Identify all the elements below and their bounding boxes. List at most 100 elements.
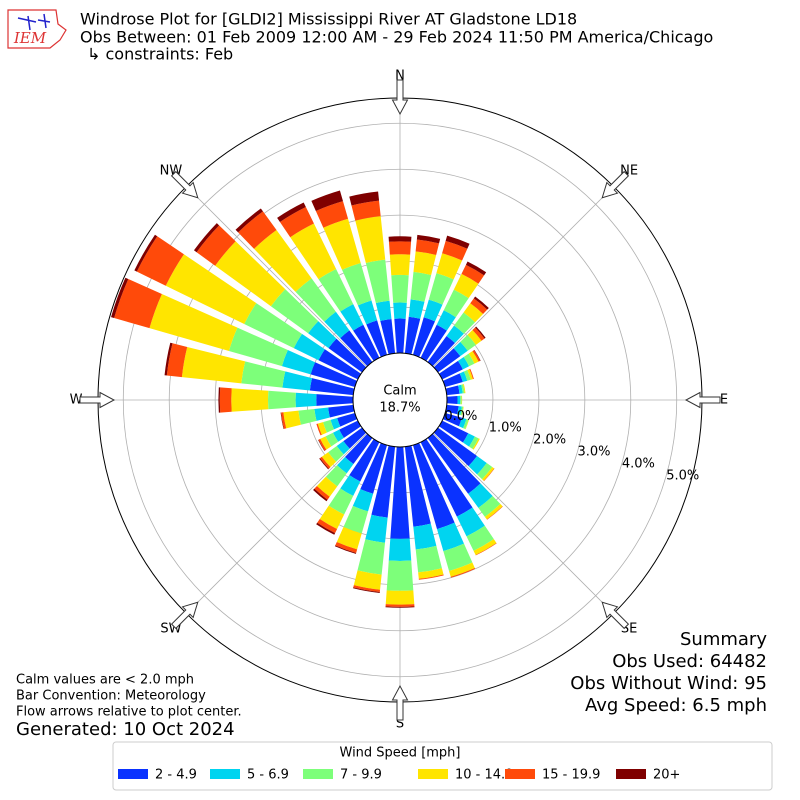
bar-segment [388,241,412,255]
bar-segment [415,239,440,255]
bar-segment [443,543,473,572]
bar-segment [316,394,354,406]
bar-segment [328,338,367,373]
bar-segment [458,384,463,394]
grid-spoke [432,432,614,614]
bar-segment [412,317,436,358]
bar-segment [316,476,338,497]
bar-segment [442,412,462,427]
bar-segment [136,236,184,286]
bar-segment [457,406,462,416]
bar-segment [472,438,480,450]
bar-segment [462,433,475,447]
bar-segment [319,456,331,469]
bar-segment [404,445,431,527]
bar-segment [475,542,497,556]
r-tick-label: 1.0% [489,421,522,436]
bar-segment [412,442,455,530]
legend-label: 20+ [653,768,680,783]
bar-segment [410,271,432,302]
bar-segment [460,334,476,351]
bar-segment [241,361,286,388]
r-tick-label: 5.0% [666,468,699,483]
bar-segment [295,278,336,322]
bar-segment [219,387,232,413]
bar-segment [357,539,386,575]
bar-segment [317,422,327,435]
logo: IEM [7,9,67,49]
bar-segment [318,439,325,451]
bar-segment [335,541,358,553]
bar-segment [486,506,503,520]
bar-segment [408,299,425,319]
bar-segment [324,311,350,339]
bar-segment [389,254,411,276]
bar-segment [332,429,344,442]
bar-segment [337,456,354,474]
flow-arrow [601,170,630,199]
bar-segment [353,570,382,590]
bar-segment [463,419,469,430]
bar-segment [353,324,380,362]
bar-segment [463,303,484,323]
bar-segment [427,335,455,367]
bar-segment [283,410,301,429]
bar-segment [460,406,464,416]
bar-segment [423,299,443,322]
compass-label: N [395,69,405,84]
bar-segment [353,585,381,593]
bar-segment [472,327,485,341]
legend: Wind Speed [mph] 2 - 4.9 5 - 6.9 7 - 9.9 10… [112,741,773,791]
bar-segment [454,312,476,334]
bar-segment [413,523,437,550]
bar-segment [254,230,312,292]
bar-segment [416,234,441,244]
bar-segment [316,522,336,535]
bar-segment [314,407,330,421]
bar-segment [353,587,380,593]
flow-arrow [601,601,630,630]
bar-segment [365,514,388,543]
bar-segment [244,303,302,349]
calm-circle [352,352,448,448]
chart-subtitle: ↳ constraints: Feb [87,45,233,64]
bar-segment [385,590,415,605]
bar-segment [235,208,263,233]
bar-segment [336,526,362,550]
bar-segment [340,475,361,496]
bar-segment [393,302,407,319]
bar-segment [313,488,328,502]
bar-segment [446,395,458,405]
bar-segment [281,412,287,429]
bar-segment [321,452,337,468]
legend-box [112,741,773,791]
bar-segment [469,436,479,449]
bar-segment [336,441,350,455]
bar-segment [469,368,474,380]
bar-segment [114,279,162,329]
bar-segment [343,505,369,534]
bar-segment [134,234,158,272]
bar-segment [298,408,317,425]
compass-label: S [396,717,404,732]
flow-arrow [391,79,409,116]
grid-spoke [186,432,368,614]
bar-segment [351,200,381,221]
bar-segment [337,412,358,427]
legend-label: 15 - 19.9 [542,768,600,783]
bar-segment [438,420,469,443]
bar-segment [456,507,485,537]
bar-segment [181,346,246,384]
bar-segment [352,489,374,512]
r-tick-label: 0.0% [444,409,477,424]
bar-segment [308,321,337,349]
legend-label: 5 - 6.9 [247,768,289,783]
bar-segment [433,427,478,467]
bar-segment [319,458,329,470]
logo-outline [7,9,67,49]
note-text: Bar Convention: Meteorology [16,689,206,704]
bar-segment [268,390,296,410]
bar-segment [323,419,334,433]
bar-segment [360,442,388,494]
bar-segment [484,503,503,520]
